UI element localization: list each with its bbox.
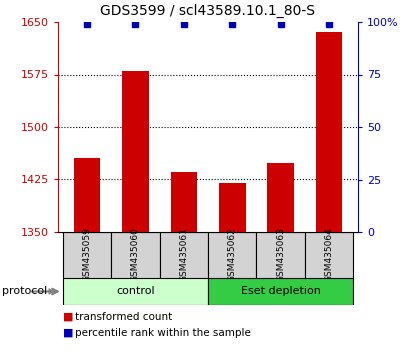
Text: control: control	[116, 286, 155, 297]
Bar	[316, 33, 342, 232]
Bar	[208, 232, 256, 278]
Title: GDS3599 / scl43589.10.1_80-S: GDS3599 / scl43589.10.1_80-S	[100, 4, 316, 18]
Text: GSM435060: GSM435060	[131, 228, 140, 282]
Text: ■: ■	[63, 312, 74, 322]
Text: GSM435061: GSM435061	[179, 228, 188, 282]
Text: protocol: protocol	[2, 286, 47, 297]
Bar	[256, 232, 305, 278]
Text: GSM435063: GSM435063	[276, 228, 285, 282]
Bar	[170, 172, 197, 232]
Text: percentile rank within the sample: percentile rank within the sample	[75, 328, 251, 338]
Bar	[160, 232, 208, 278]
Bar	[208, 278, 353, 305]
Bar	[219, 183, 246, 232]
Text: GSM435064: GSM435064	[324, 228, 334, 282]
Text: ■: ■	[63, 328, 74, 338]
Bar	[305, 232, 353, 278]
Text: GSM435059: GSM435059	[82, 228, 92, 282]
Text: transformed count: transformed count	[75, 312, 172, 322]
Text: GSM435062: GSM435062	[228, 228, 237, 282]
Bar	[122, 71, 149, 232]
Bar	[63, 278, 208, 305]
Bar	[111, 232, 160, 278]
Bar	[63, 232, 111, 278]
Bar	[267, 164, 294, 232]
Text: Eset depletion: Eset depletion	[241, 286, 320, 297]
Bar	[74, 159, 100, 232]
